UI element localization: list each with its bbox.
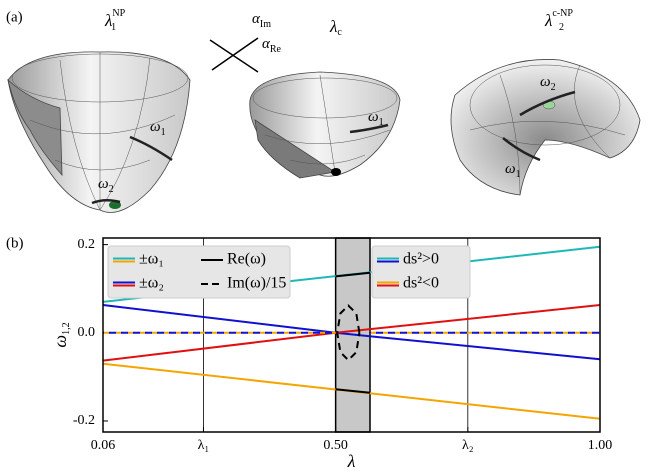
x-tick-label: λ₁ [198,438,210,453]
subscript: 2 [559,22,564,33]
symbol: ω [50,335,70,348]
legend-label: Im(ω)/15 [227,275,286,292]
y-tick-label: -0.2 [73,413,95,428]
symbol: ω [540,74,551,90]
subscript: 1 [111,22,116,33]
symbol-label: λc [329,17,342,38]
symbol: λ [544,11,552,30]
symbol-label: αIm [252,11,271,30]
symbol: λ [329,17,337,36]
symbol-label: αRe [262,36,282,55]
legend-label: ±ω₂ [139,275,164,292]
subscript: 1 [516,169,521,180]
x-tick-label: 0.06 [91,438,116,453]
x-tick-label: 0.50 [323,438,348,453]
legend-label: ±ω₁ [139,251,164,268]
x-tick-label: λ₂ [462,438,474,453]
y-axis-label: ω1,2 [50,322,72,347]
subscript: Re [270,44,282,55]
subscript: 1,2 [61,322,72,335]
panel-label: (b) [6,235,24,251]
superscript: c-NP [552,8,573,19]
symbol-label: λc-NP 2 [544,8,573,33]
y-tick-label: 0.0 [78,325,96,340]
subscript: Im [260,19,271,30]
subscript: 2 [109,184,114,195]
legend-label: ds²<0 [403,275,439,292]
x-axis-label: λ [347,451,356,471]
superscript: NP [112,8,125,19]
symbol: ω [505,161,516,177]
symbol: ω [150,119,161,135]
x-tick-label: 1.00 [588,438,613,453]
symbol: ω [368,109,379,125]
panel-b: (b) 0.06 λ₁ 0.50 λ₂ 1.00 -0.2 0.0 0.2 ±ω₁ Re(ω) ±ω₂… [6,235,612,471]
subscript: 2 [551,82,556,93]
symbol: ω [98,176,109,192]
figure: (a)λNP1λcλc-NP2αImαReω1ω2ω1ω2ω1 (b)0.06λ… [0,0,652,472]
alpha-axes [210,38,258,72]
subscript: c [337,27,342,38]
subscript: 1 [161,127,166,138]
legend-label: ds²>0 [403,251,439,268]
y-tick-label: 0.2 [78,237,96,252]
subscript: 1 [379,117,384,128]
legend-label: Re(ω) [227,251,266,268]
panel-label: (a) [6,9,23,25]
